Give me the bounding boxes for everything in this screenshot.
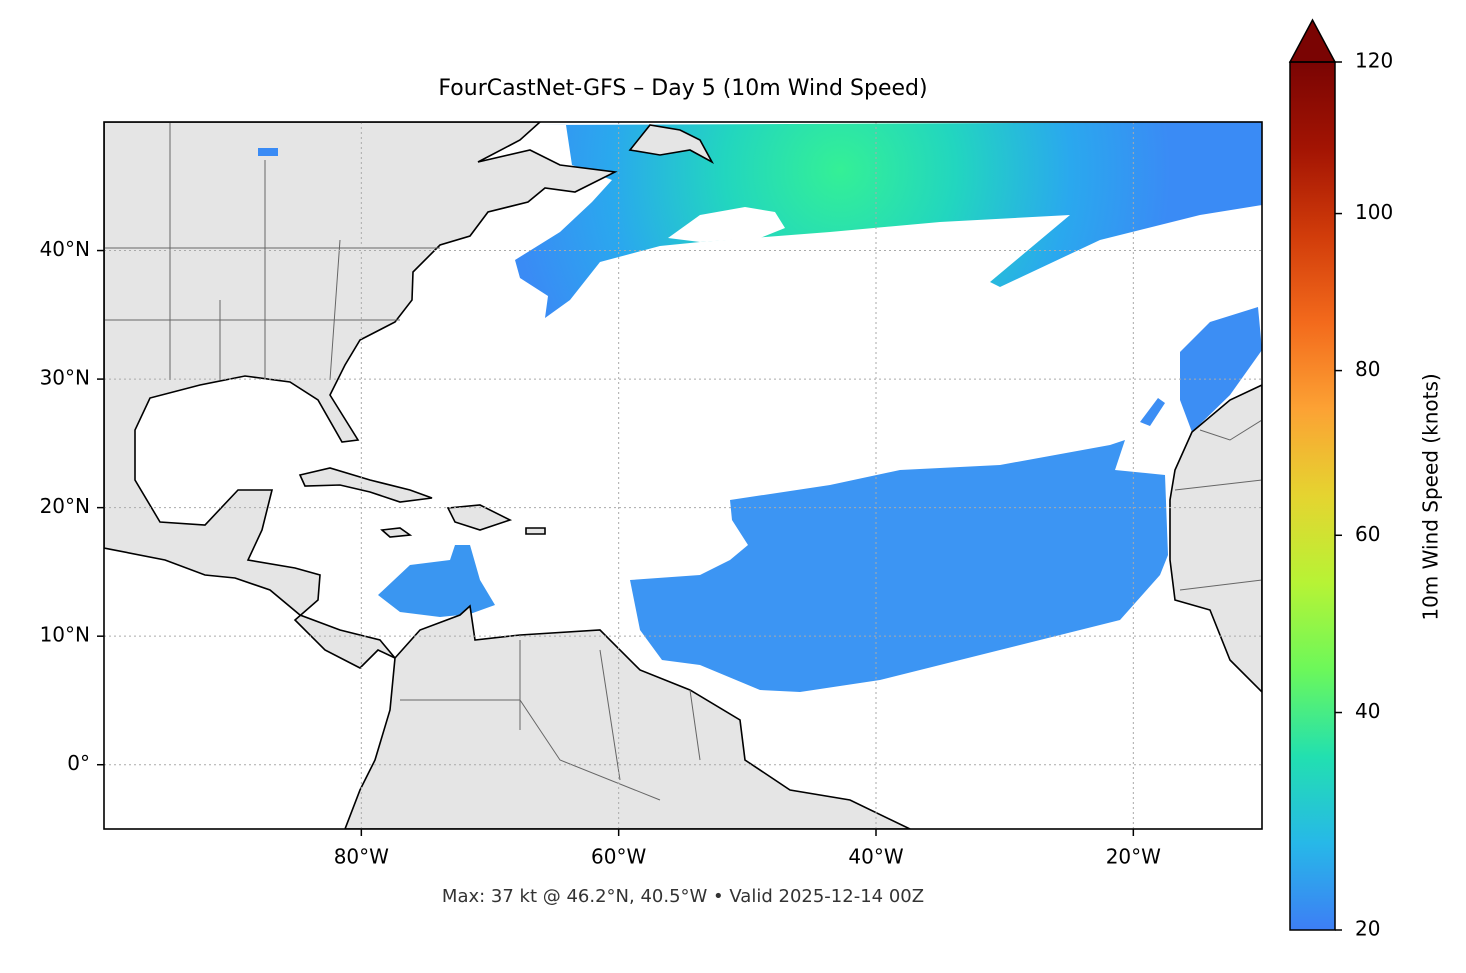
colorbar-tick-label: 40: [1355, 699, 1380, 723]
colorbar-tick-label: 80: [1355, 357, 1380, 381]
map-frame: [103, 121, 1263, 830]
y-tick-label: 0°: [67, 751, 90, 775]
wind-field: [630, 440, 1168, 692]
map-title: FourCastNet-GFS – Day 5 (10m Wind Speed): [438, 76, 927, 101]
colorbar-frame: [1289, 61, 1336, 931]
annotation: Max: 37 kt @ 46.2°N, 40.5°W • Valid 2025…: [442, 886, 924, 907]
y-tick-label: 10°N: [40, 623, 90, 647]
wind-field: [378, 545, 495, 617]
map-body: [104, 122, 1262, 829]
borders: [104, 122, 1262, 801]
wind-field: [1180, 307, 1262, 432]
y-tick-label: 30°N: [40, 366, 90, 390]
x-tick-label: 60°W: [591, 845, 646, 869]
colorbar-label: 10m Wind Speed (knots): [1419, 373, 1443, 620]
y-tick-label: 40°N: [40, 237, 90, 261]
x-tick-label: 80°W: [334, 845, 389, 869]
grid: [104, 122, 1262, 829]
colorbar-fill: [1290, 62, 1335, 930]
wind-field: [515, 122, 1262, 318]
colorbar-tick-label: 60: [1355, 522, 1380, 546]
y-tick-label: 20°N: [40, 494, 90, 518]
colorbar-tick-label: 100: [1355, 200, 1393, 224]
colorbar-tick-label: 120: [1355, 49, 1393, 73]
calm-area: [668, 207, 785, 242]
wind-field: [1140, 398, 1165, 426]
wind-field: [258, 148, 278, 156]
colorbar-tick-label: 20: [1355, 917, 1380, 941]
x-tick-label: 40°W: [848, 845, 903, 869]
x-tick-label: 20°W: [1106, 845, 1161, 869]
colorbar-extend: [1288, 18, 1337, 63]
land: [104, 122, 1262, 829]
colorbar: 20 40 60 80 100 120: [1288, 18, 1393, 941]
